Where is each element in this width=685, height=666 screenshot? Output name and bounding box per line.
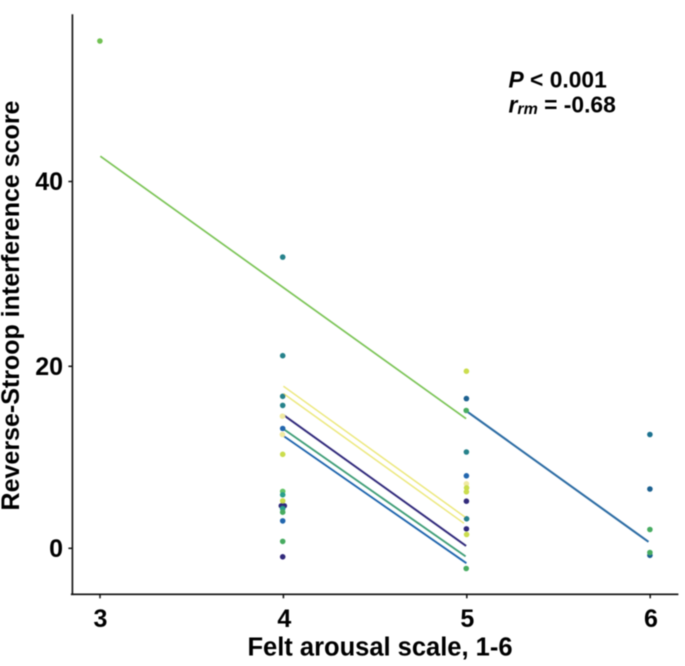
svg-text:5: 5 (460, 605, 474, 633)
svg-text:Felt arousal scale, 1-6: Felt arousal scale, 1-6 (247, 634, 512, 662)
svg-text:4: 4 (277, 605, 291, 633)
svg-text:Reverse-Stroop interference sc: Reverse-Stroop interference score (0, 100, 25, 510)
svg-text:20: 20 (35, 353, 63, 381)
svg-text:rrm = -0.68: rrm = -0.68 (509, 92, 616, 119)
svg-text:3: 3 (94, 605, 108, 633)
svg-text:P < 0.001: P < 0.001 (509, 66, 608, 92)
svg-text:0: 0 (49, 535, 63, 563)
svg-text:6: 6 (644, 605, 658, 633)
svg-text:40: 40 (35, 168, 63, 196)
